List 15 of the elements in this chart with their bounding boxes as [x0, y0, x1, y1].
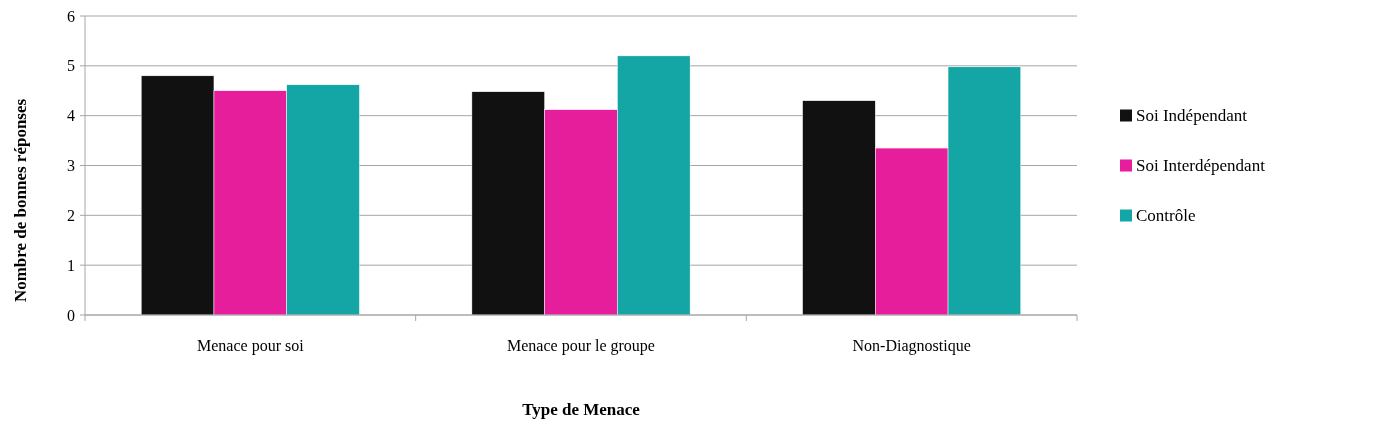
legend-label: Soi Interdépendant: [1136, 156, 1266, 176]
x-tick-label: Menace pour soi: [197, 337, 305, 355]
x-tick-label: Menace pour le groupe: [507, 337, 655, 355]
y-tick-label: 4: [67, 107, 75, 125]
y-axis-title: Nombre de bonnes réponses: [11, 98, 30, 303]
x-axis-title: Type de Menace: [522, 400, 641, 419]
y-tick-label: 5: [67, 57, 75, 75]
y-tick-label: 2: [67, 206, 75, 224]
y-tick-label: 6: [67, 7, 75, 25]
y-tick-label: 0: [67, 306, 75, 324]
x-tick-label: Non-Diagnostique: [852, 337, 971, 355]
legend-label: Soi Indépendant: [1136, 106, 1248, 126]
y-tick-label: 1: [67, 256, 75, 274]
legend-label: Contrôle: [1136, 206, 1196, 226]
y-tick-label: 3: [67, 157, 75, 175]
